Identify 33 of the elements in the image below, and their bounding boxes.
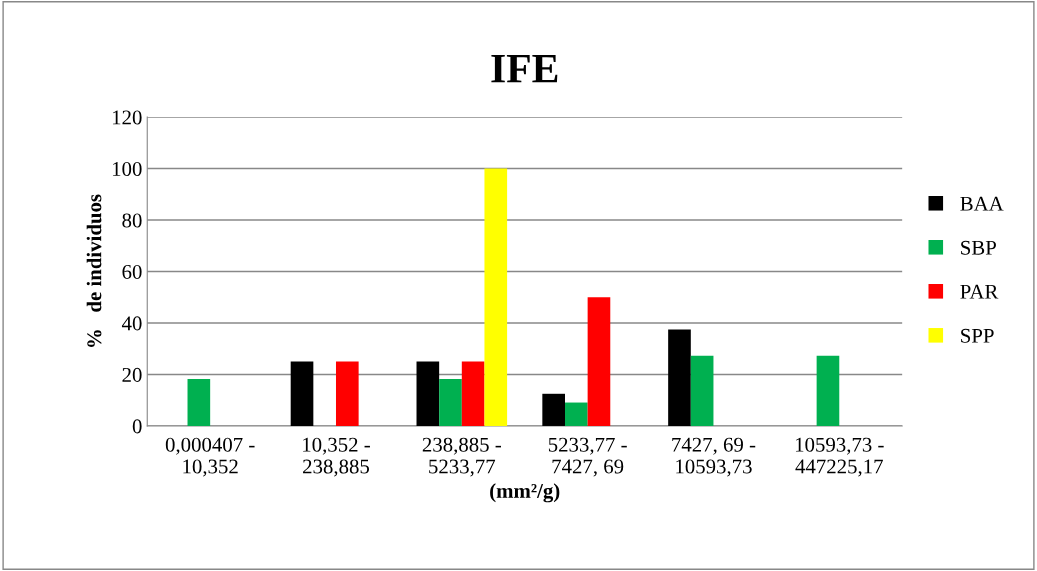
- bar: [416, 361, 440, 426]
- y-tick-label: 40: [121, 316, 142, 331]
- bar: [564, 402, 588, 426]
- legend-label: SBP: [961, 240, 996, 255]
- bar: [587, 297, 611, 426]
- bar: [690, 355, 714, 426]
- bar: [542, 393, 565, 426]
- y-tick-label: 80: [122, 213, 142, 228]
- x-tick-label: 10593,73 - 447225,17: [795, 437, 884, 477]
- bar: [187, 379, 211, 426]
- x-tick-label: 238,885 - 5233,77: [422, 437, 501, 477]
- x-tick-label: 7427, 69 - 10593,73: [672, 437, 756, 477]
- y-tick-label: 100: [112, 161, 142, 176]
- bar: [461, 361, 485, 426]
- bar: [290, 361, 314, 426]
- x-tick-label: 5233,77 - 7427, 69: [548, 437, 627, 477]
- y-tick-label: 20: [122, 367, 142, 382]
- x-tick-label: 0,000407 - 10,352: [165, 437, 255, 477]
- bar: [484, 168, 508, 426]
- bar: [668, 329, 691, 426]
- x-axis-title: (mm²/g): [490, 483, 560, 503]
- bar: [335, 361, 359, 426]
- y-tick-label: 120: [112, 110, 142, 125]
- legend-label: BAA: [960, 196, 1004, 211]
- bar: [816, 355, 840, 426]
- y-tick-label: 0: [132, 419, 142, 434]
- x-tick-label: 10,352 - 238,885: [303, 437, 370, 477]
- y-axis-title: % de individuos: [86, 194, 102, 347]
- chart-title: IFE: [491, 55, 558, 83]
- legend-label: SPP: [961, 328, 994, 343]
- y-tick-label: 60: [122, 264, 142, 279]
- bar: [439, 379, 462, 426]
- legend-label: PAR: [960, 284, 999, 299]
